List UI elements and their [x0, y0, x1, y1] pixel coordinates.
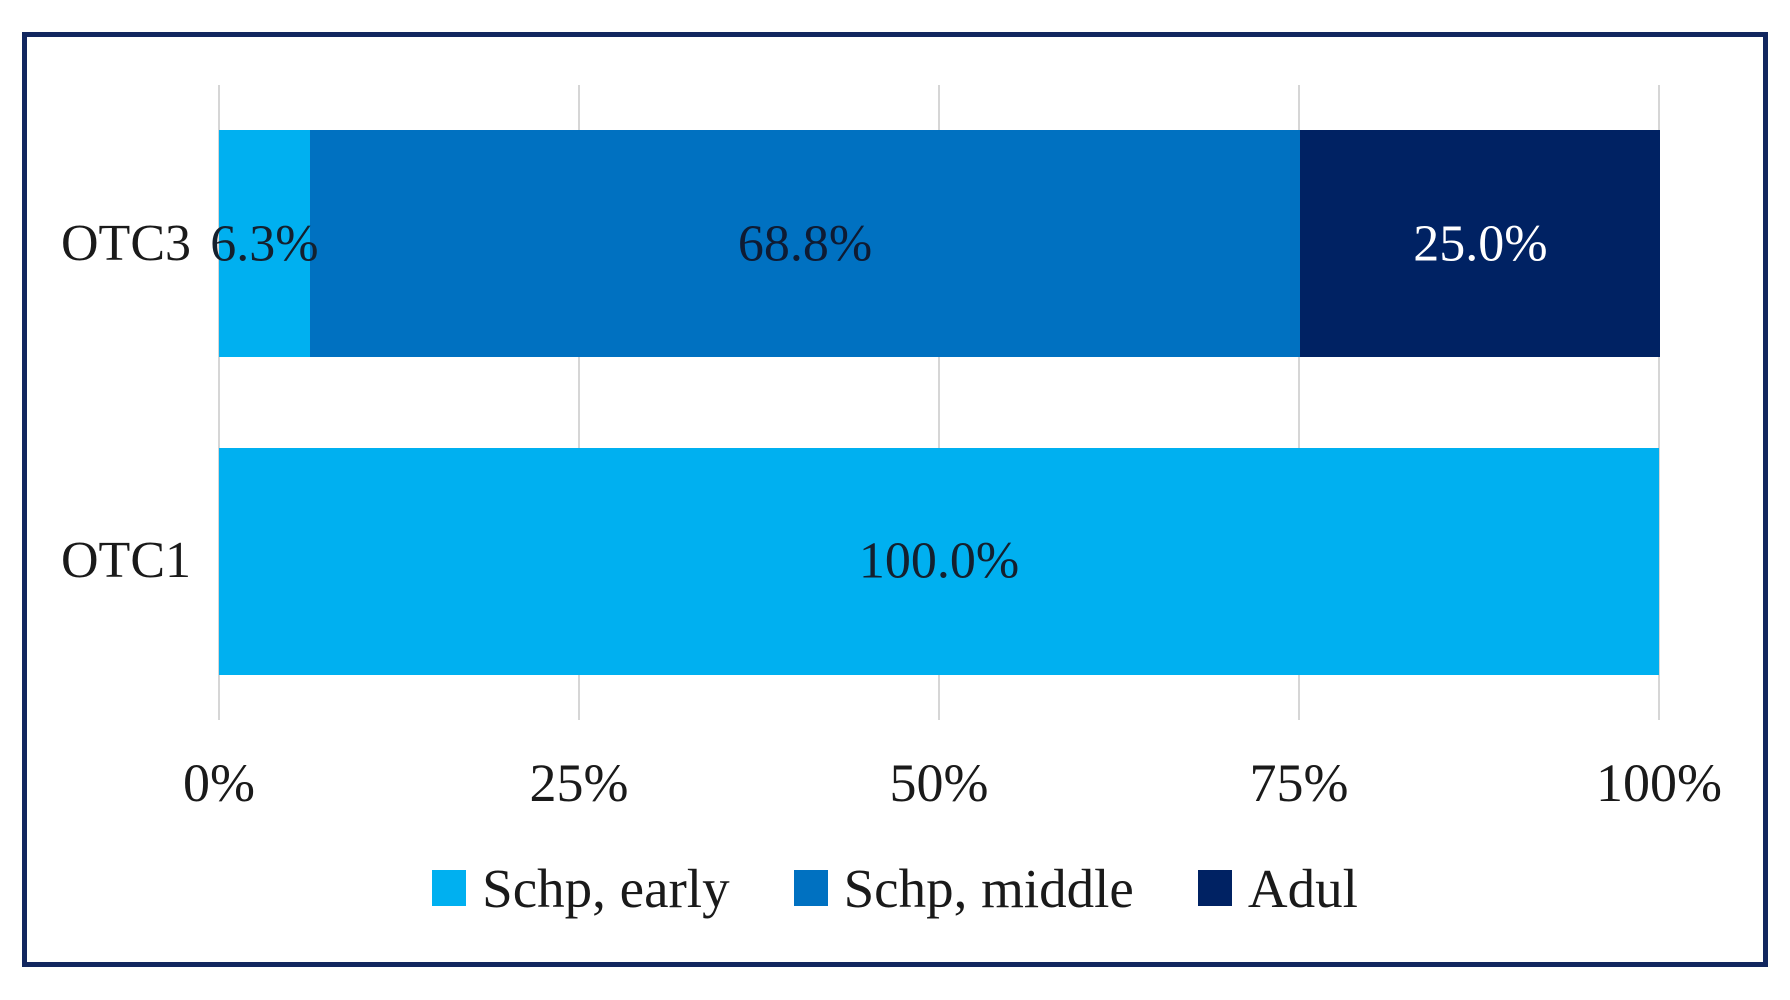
legend-item: Adul [1197, 857, 1358, 920]
bar-row: 6.3% 68.8% 25.0% [210, 130, 1661, 357]
bar-data-label: 25.0% [1413, 215, 1548, 272]
legend-label: Schp, early [482, 857, 730, 919]
gridline [578, 85, 580, 720]
legend-swatch-icon [793, 870, 828, 906]
bar-row: 100.0% [219, 447, 1659, 675]
legend: Schp, early Schp, middle Adul [27, 853, 1763, 923]
category-label: OTC1 [61, 532, 191, 590]
bar-segment: 25.0% [1300, 130, 1661, 357]
legend-item: Schp, middle [793, 857, 1134, 920]
bar-data-label: 100.0% [858, 532, 1020, 590]
x-tick-label: 75% [1249, 753, 1349, 813]
gridline [218, 85, 220, 720]
category-label: OTC3 [61, 214, 191, 272]
legend-label: Adul [1247, 857, 1358, 919]
gridline [1658, 85, 1660, 720]
bar-segment: 100.0% [219, 447, 1659, 675]
figure-frame: 6.3% 68.8% 25.0% 100.0% OTC3 OTC1 0% 25% 50% 75… [22, 32, 1768, 967]
legend-item: Schp, early [432, 857, 730, 920]
legend-swatch-icon [432, 870, 467, 906]
bar-data-label: 6.3% [210, 215, 319, 272]
bar-segment: 6.3% [210, 130, 319, 357]
gridline [938, 85, 940, 720]
x-tick-label: 0% [183, 753, 255, 813]
bar-data-label: 68.8% [737, 215, 873, 272]
gridline [1298, 85, 1300, 720]
plot-area: 6.3% 68.8% 25.0% 100.0% [210, 85, 1661, 720]
x-tick-label: 100% [1596, 753, 1722, 813]
x-tick-label: 25% [529, 753, 629, 813]
legend-swatch-icon [1197, 870, 1232, 906]
x-tick-label: 50% [889, 753, 989, 813]
legend-label: Schp, middle [843, 857, 1134, 919]
bar-segment: 68.8% [309, 130, 1301, 357]
